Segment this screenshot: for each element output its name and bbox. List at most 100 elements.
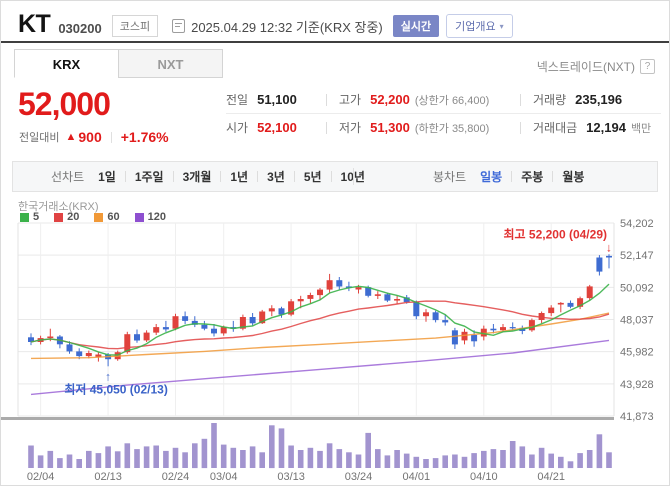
market-tabs: KRX NXT bbox=[14, 49, 223, 78]
divider bbox=[293, 171, 295, 182]
info-value: 52,100 bbox=[257, 120, 297, 135]
current-price: 52,000 bbox=[18, 86, 111, 122]
svg-text:02/13: 02/13 bbox=[94, 471, 122, 483]
svg-text:50,092: 50,092 bbox=[620, 282, 654, 294]
tab-nxt[interactable]: NXT bbox=[118, 49, 223, 78]
realtime-badge: 실시간 bbox=[392, 15, 440, 37]
svg-text:최저 45,050 (02/13): 최저 45,050 (02/13) bbox=[64, 381, 167, 396]
info-label: 시가 bbox=[226, 121, 249, 135]
svg-text:52,147: 52,147 bbox=[620, 250, 654, 262]
candle-chart-group: 봉차트 일봉 주봉 월봉 bbox=[433, 162, 584, 191]
legend-swatch-icon bbox=[20, 212, 29, 222]
divider bbox=[257, 171, 259, 182]
svg-text:48,037: 48,037 bbox=[620, 315, 654, 327]
info-label: 거래대금 bbox=[533, 121, 578, 135]
info-label: 고가 bbox=[339, 93, 362, 107]
help-icon[interactable]: ? bbox=[640, 59, 655, 74]
legend-label: 60 bbox=[107, 211, 120, 223]
divider bbox=[326, 121, 327, 134]
legend-swatch-icon bbox=[54, 212, 64, 222]
change-label: 전일대비 bbox=[19, 132, 60, 144]
info-label: 저가 bbox=[339, 121, 362, 135]
legend-label: 120 bbox=[147, 211, 166, 223]
svg-text:54,202: 54,202 bbox=[620, 218, 654, 230]
toolbar-divider bbox=[353, 168, 354, 185]
toolbar-candletype-1[interactable]: 주봉 bbox=[521, 170, 544, 184]
line-chart-label: 선차트 bbox=[51, 170, 85, 184]
chevron-down-icon: ▾ bbox=[499, 21, 504, 31]
info-cell: 시가 52,100 bbox=[226, 119, 326, 136]
header: KT 030200 코스피 2025.04.29 12:32 기준(KRX 장중… bbox=[18, 10, 513, 39]
info-row: 전일 51,100 고가 52,200 (상한가 66,400) 거래량 235,196 bbox=[226, 86, 661, 114]
divider bbox=[520, 121, 521, 134]
tab-krx[interactable]: KRX bbox=[14, 49, 119, 78]
info-cell: 거래량 235,196 bbox=[520, 91, 661, 108]
change-value: 900 bbox=[78, 129, 102, 145]
legend-swatch-icon bbox=[94, 212, 104, 222]
legend-label: 5 bbox=[33, 211, 40, 223]
svg-text:04/01: 04/01 bbox=[403, 471, 431, 483]
toolbar-range-3[interactable]: 1년 bbox=[230, 170, 249, 184]
quote-info-grid: 전일 51,100 고가 52,200 (상한가 66,400) 거래량 235,196 시가… bbox=[226, 86, 661, 141]
divider bbox=[110, 131, 112, 143]
candlestick-chart: 한국거래소(KRX) 5 20 60 120 54,202 52,147 50,092 48… bbox=[1, 196, 669, 485]
info-value: 51,300 bbox=[370, 120, 410, 135]
line-chart-group: 선차트 1일 1주일 3개월 1년 3년 5년 10년 bbox=[51, 162, 365, 191]
nxt-link[interactable]: 넥스트레이드(NXT) bbox=[536, 60, 635, 74]
info-value: 12,194 bbox=[586, 120, 626, 135]
header-divider bbox=[1, 41, 669, 43]
info-cell: 저가 51,300 (하한가 35,800) bbox=[326, 119, 520, 136]
divider bbox=[552, 171, 554, 182]
legend-swatch-icon bbox=[134, 212, 144, 222]
svg-text:03/04: 03/04 bbox=[210, 471, 238, 483]
svg-text:03/13: 03/13 bbox=[277, 471, 305, 483]
nxt-link-row: 넥스트레이드(NXT) ? bbox=[537, 58, 655, 75]
company-overview-button[interactable]: 기업개요 ▾ bbox=[446, 14, 513, 38]
toolbar-range-0[interactable]: 1일 bbox=[98, 170, 116, 184]
divider bbox=[220, 171, 222, 182]
svg-text:03/24: 03/24 bbox=[345, 471, 373, 483]
chart-canvas: 54,202 52,147 50,092 48,037 45,982 43,928 41,8… bbox=[1, 218, 654, 483]
info-extra: 백만 bbox=[630, 122, 652, 135]
svg-text:41,873: 41,873 bbox=[620, 411, 654, 423]
price-change-row: 전일대비 ▲ 900 +1.76% bbox=[19, 129, 169, 145]
quote-timestamp: 2025.04.29 12:32 기준(KRX 장중) bbox=[191, 19, 383, 35]
candle-chart-label: 봉차트 bbox=[433, 170, 467, 184]
info-label: 거래량 bbox=[533, 93, 567, 107]
ma-legend-item-120: 120 bbox=[134, 211, 166, 223]
stock-code: 030200 bbox=[58, 20, 102, 36]
svg-text:45,982: 45,982 bbox=[620, 347, 654, 359]
svg-text:02/24: 02/24 bbox=[162, 471, 190, 483]
svg-text:02/04: 02/04 bbox=[27, 471, 55, 483]
toolbar-range-2[interactable]: 3개월 bbox=[182, 170, 212, 184]
ma-legend-item-5: 5 bbox=[20, 211, 39, 223]
divider bbox=[326, 93, 327, 106]
info-value: 235,196 bbox=[575, 92, 623, 107]
legend-label: 20 bbox=[67, 211, 80, 223]
info-value: 52,200 bbox=[370, 92, 410, 107]
toolbar-range-1[interactable]: 1주일 bbox=[134, 170, 164, 184]
svg-text:↓: ↓ bbox=[606, 240, 612, 254]
toolbar-candletype-2[interactable]: 월봉 bbox=[562, 170, 585, 184]
clock-icon bbox=[172, 19, 186, 33]
up-arrow-icon: ▲ bbox=[65, 131, 77, 143]
stock-name: KT bbox=[18, 10, 51, 38]
ma-legend-item-60: 60 bbox=[94, 211, 120, 223]
toolbar-range-6[interactable]: 10년 bbox=[341, 168, 365, 185]
svg-text:04/10: 04/10 bbox=[470, 471, 498, 483]
svg-text:↑: ↑ bbox=[105, 369, 111, 383]
toolbar-candletype-0[interactable]: 일봉 bbox=[480, 170, 503, 184]
toolbar-range-4[interactable]: 3년 bbox=[267, 170, 285, 184]
divider bbox=[520, 93, 521, 106]
market-badge: 코스피 bbox=[111, 15, 159, 37]
info-extra: (하한가 35,800) bbox=[414, 122, 490, 135]
chart-toolbar: 선차트 1일 1주일 3개월 1년 3년 5년 10년 봉차트 일봉 주봉 월봉 bbox=[12, 161, 658, 192]
ma-legend: 5 20 60 120 bbox=[20, 211, 166, 223]
info-cell: 거래대금 12,194 백만 bbox=[520, 119, 661, 136]
toolbar-range-5[interactable]: 5년 bbox=[303, 170, 322, 184]
info-row: 시가 52,100 저가 51,300 (하한가 35,800) 거래대금 12,194 백만 bbox=[226, 114, 661, 141]
change-percent: +1.76% bbox=[120, 129, 169, 145]
info-extra: (상한가 66,400) bbox=[414, 94, 490, 107]
ma-legend-item-20: 20 bbox=[54, 211, 79, 223]
